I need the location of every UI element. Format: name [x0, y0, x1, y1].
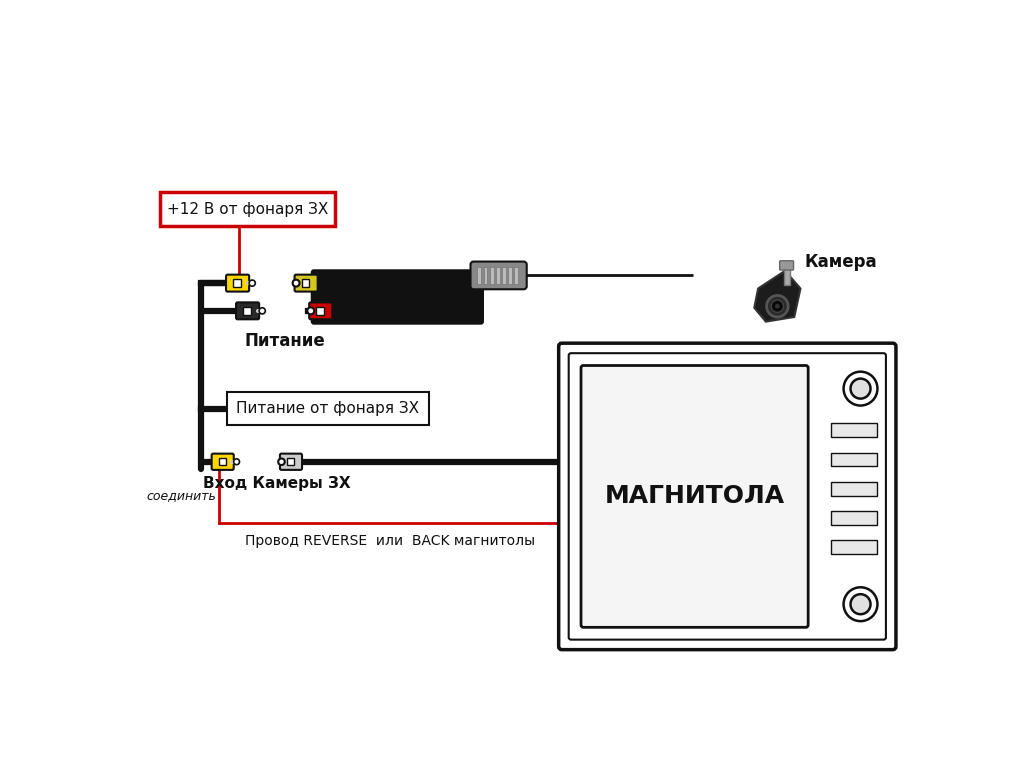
Circle shape [771, 300, 783, 313]
Circle shape [307, 307, 314, 314]
Text: МАГНИТОЛА: МАГНИТОЛА [604, 485, 784, 508]
Bar [514, 267, 518, 284]
Bar [831, 452, 878, 466]
Bar [831, 482, 878, 495]
Circle shape [851, 379, 870, 399]
Bar [243, 307, 251, 315]
Text: Вход Камеры ЗХ: Вход Камеры ЗХ [203, 475, 350, 491]
Bar [831, 423, 878, 437]
Bar [508, 267, 512, 284]
FancyBboxPatch shape [779, 261, 794, 270]
FancyBboxPatch shape [310, 270, 484, 325]
Bar [783, 263, 790, 285]
FancyBboxPatch shape [237, 303, 259, 319]
Circle shape [293, 280, 300, 286]
Text: Провод REVERSE  или  BACK магнитолы: Провод REVERSE или BACK магнитолы [246, 534, 536, 548]
Text: Питание: Питание [244, 333, 325, 350]
Bar [496, 267, 500, 284]
Bar [489, 267, 494, 284]
Circle shape [844, 588, 878, 621]
Bar [218, 458, 225, 465]
FancyBboxPatch shape [309, 303, 333, 319]
Text: Питание от фонаря ЗХ: Питание от фонаря ЗХ [237, 401, 419, 416]
Bar [831, 541, 878, 554]
FancyBboxPatch shape [568, 353, 886, 640]
Circle shape [279, 458, 285, 465]
Polygon shape [755, 271, 801, 322]
Circle shape [851, 594, 870, 614]
FancyBboxPatch shape [470, 262, 526, 290]
FancyBboxPatch shape [581, 366, 808, 627]
FancyBboxPatch shape [212, 454, 233, 470]
FancyBboxPatch shape [295, 275, 317, 292]
FancyBboxPatch shape [160, 192, 336, 226]
Bar [831, 511, 878, 525]
Circle shape [844, 372, 878, 406]
Text: Камера: Камера [804, 253, 877, 270]
FancyBboxPatch shape [280, 454, 302, 470]
Bar [302, 280, 309, 287]
Bar [483, 267, 487, 284]
Circle shape [259, 308, 265, 314]
Bar [287, 458, 294, 465]
Circle shape [233, 458, 240, 465]
Circle shape [775, 304, 779, 309]
FancyBboxPatch shape [226, 392, 429, 425]
Text: +12 В от фонаря ЗХ: +12 В от фонаря ЗХ [167, 202, 329, 217]
Bar [316, 307, 324, 315]
Circle shape [249, 280, 255, 286]
Bar [477, 267, 481, 284]
Text: соединить: соединить [146, 489, 216, 502]
FancyBboxPatch shape [559, 343, 896, 650]
FancyBboxPatch shape [226, 275, 249, 292]
Bar [502, 267, 506, 284]
Bar [233, 280, 241, 287]
Circle shape [767, 296, 788, 317]
